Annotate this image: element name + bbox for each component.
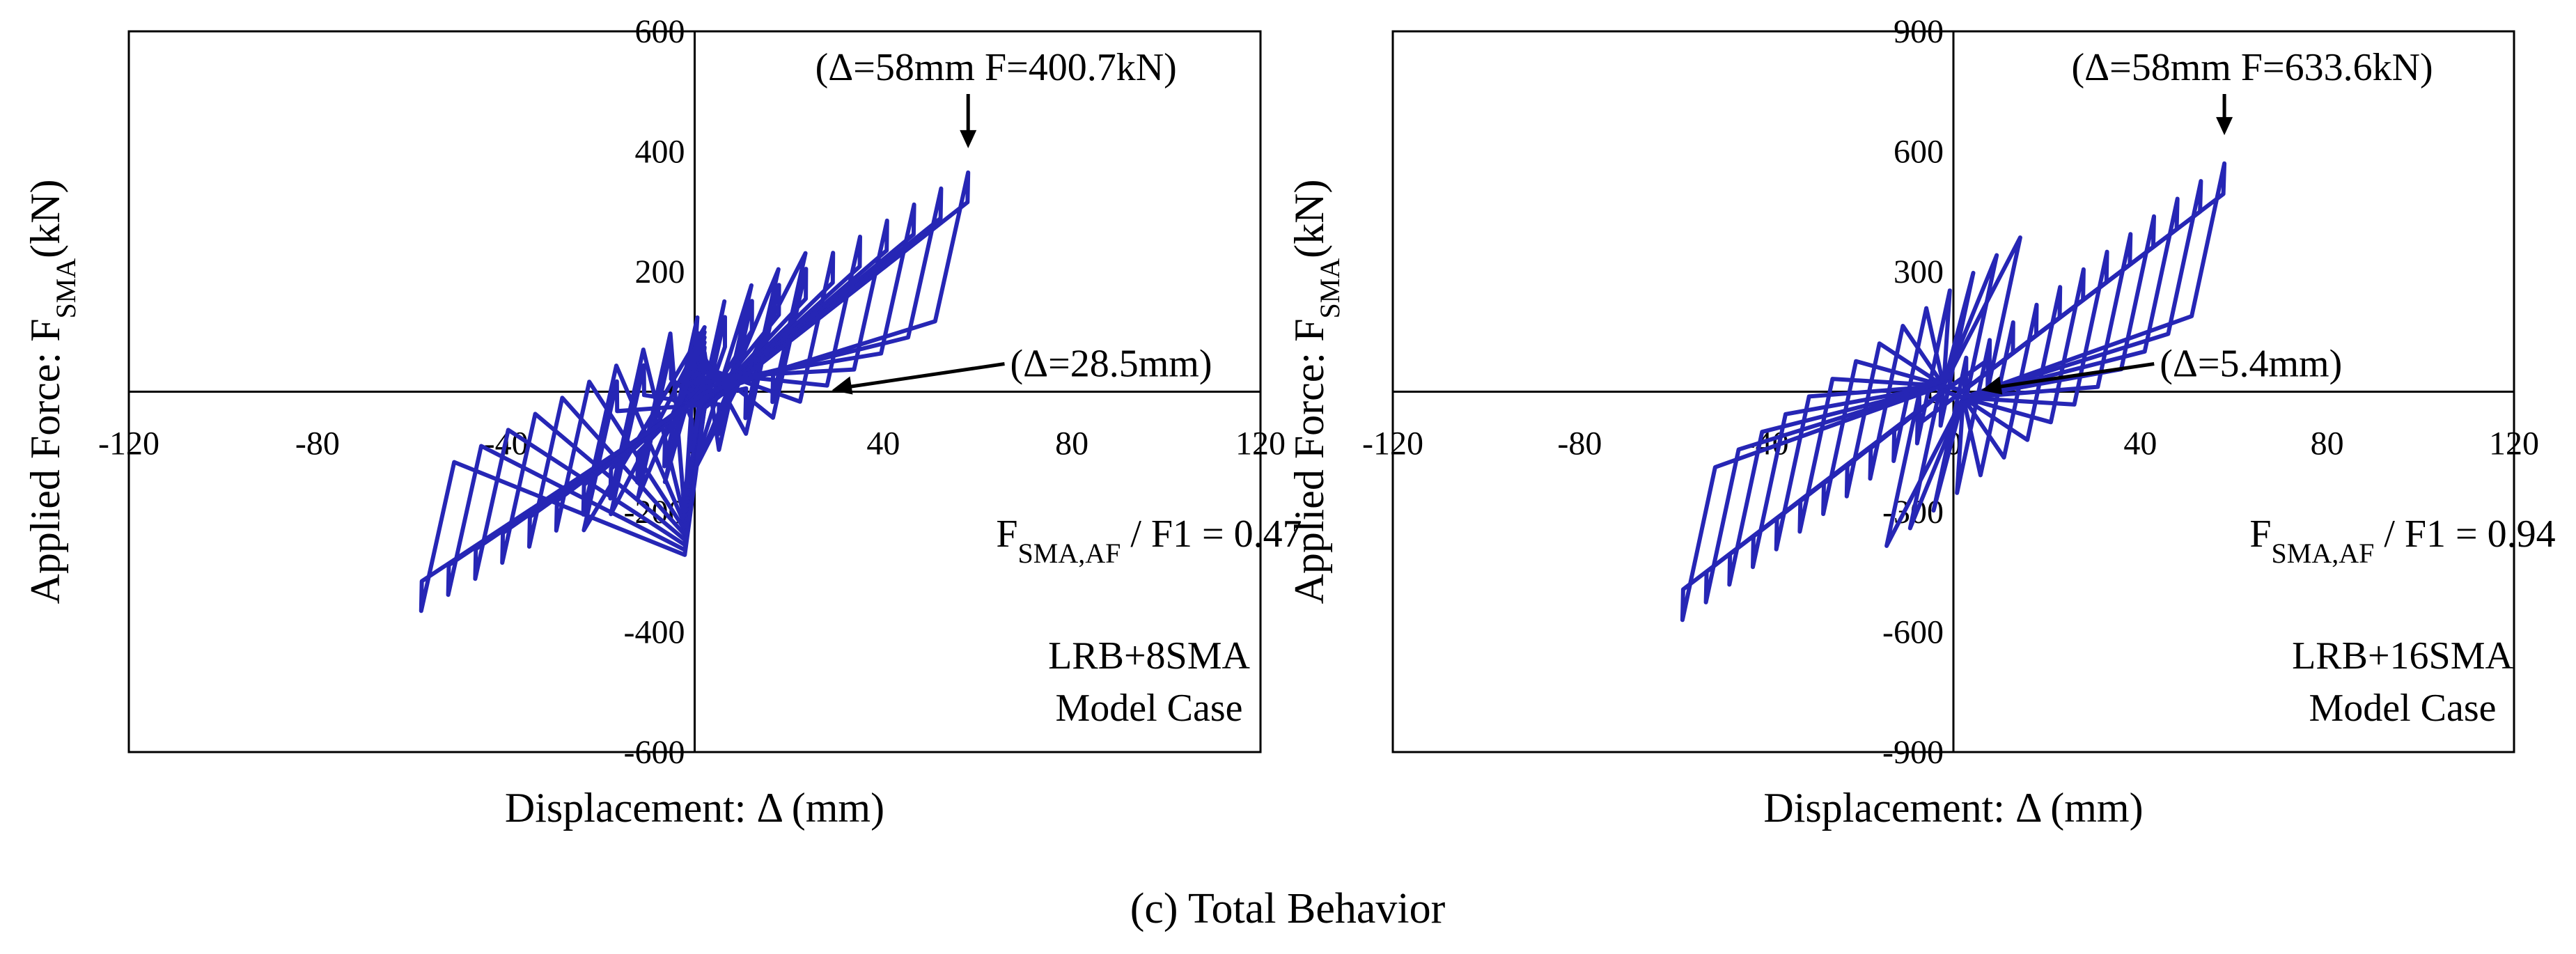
x-tick-label: 40 bbox=[2123, 425, 2157, 462]
chart-right: -120 -80 -40 0 40 80 1209006003000-300-600-900… bbox=[1286, 13, 2556, 831]
y-tick-label: -600 bbox=[624, 734, 685, 771]
lower-annotation: (Δ=5.4mm) bbox=[2160, 343, 2342, 386]
peak-annotation: (Δ=58mm F=633.6kN) bbox=[2071, 46, 2433, 89]
figure-caption: (c) Total Behavior bbox=[1130, 885, 1446, 932]
lower-arrow bbox=[1993, 362, 2155, 389]
y-tick-label: 200 bbox=[635, 253, 685, 290]
case-label-line2: Model Case bbox=[2309, 687, 2496, 730]
lower-arrow bbox=[844, 362, 1005, 389]
y-tick-label: 300 bbox=[1894, 253, 1944, 290]
y-tick-label: -900 bbox=[1882, 734, 1944, 771]
lower-arrowhead bbox=[1981, 376, 2003, 395]
case-label-line2: Model Case bbox=[1055, 687, 1242, 730]
chart-left: -120 -80 -40 0 40 80 1206004002000-200-400-600… bbox=[22, 13, 1302, 831]
y-tick-label: 400 bbox=[635, 134, 685, 171]
y-tick-label: -400 bbox=[624, 614, 685, 651]
y-axis-label: Applied Force: FSMA(kN) bbox=[22, 180, 81, 604]
hysteresis-loop bbox=[1680, 161, 2227, 623]
y-tick-label: -600 bbox=[1882, 614, 1944, 651]
case-label-line1: LRB+8SMA bbox=[1048, 634, 1250, 678]
lower-arrowhead bbox=[832, 376, 853, 395]
y-tick-label: 600 bbox=[635, 13, 685, 50]
x-axis-label: Displacement: Δ (mm) bbox=[505, 785, 884, 831]
x-tick-label: -80 bbox=[295, 425, 340, 462]
x-tick-label: 80 bbox=[1055, 425, 1088, 462]
x-tick-label: -120 bbox=[98, 425, 159, 462]
x-tick-label: 40 bbox=[866, 425, 900, 462]
hysteresis-series bbox=[1680, 161, 2227, 623]
y-tick-label: 600 bbox=[1894, 134, 1944, 171]
hysteresis-loop bbox=[419, 170, 971, 613]
case-label-line1: LRB+16SMA bbox=[2292, 634, 2513, 678]
y-axis-label: Applied Force: FSMA(kN) bbox=[1286, 180, 1345, 604]
y-tick-label: 900 bbox=[1894, 13, 1944, 50]
hysteresis-series bbox=[419, 170, 971, 613]
x-axis-label: Displacement: Δ (mm) bbox=[1763, 785, 2143, 831]
ratio-label: FSMA,AF / F1 = 0.47 bbox=[996, 513, 1302, 569]
x-tick-label: -80 bbox=[1557, 425, 1602, 462]
peak-annotation: (Δ=58mm F=400.7kN) bbox=[815, 46, 1177, 89]
x-tick-label: 80 bbox=[2311, 425, 2344, 462]
lower-annotation: (Δ=28.5mm) bbox=[1010, 343, 1212, 386]
x-tick-label: -120 bbox=[1362, 425, 1423, 462]
x-tick-label: 120 bbox=[1235, 425, 1286, 462]
ratio-label: FSMA,AF / F1 = 0.94 bbox=[2249, 513, 2555, 569]
peak-arrowhead bbox=[960, 130, 977, 148]
x-tick-label: 120 bbox=[2489, 425, 2539, 462]
peak-arrowhead bbox=[2216, 117, 2233, 136]
